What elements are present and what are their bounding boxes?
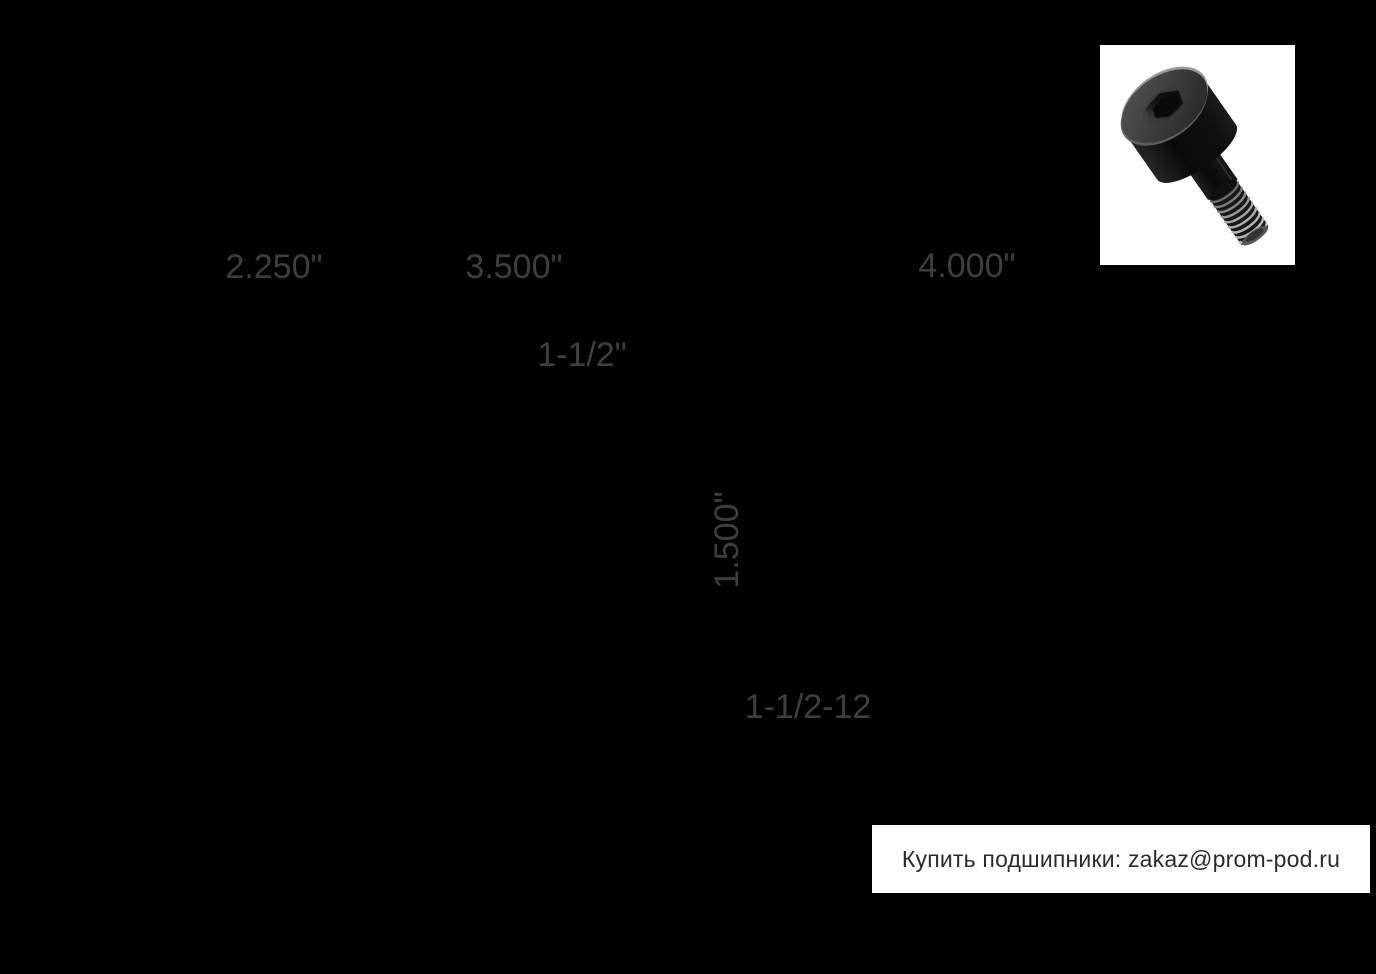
dim-label-2-250: 2.250" [225, 248, 323, 286]
dim-label-4-000: 4.000" [918, 247, 1016, 285]
dim-label-1-1-2: 1-1/2" [537, 336, 627, 374]
contact-text: Купить подшипники: zakaz@prom-pod.ru [901, 845, 1341, 872]
product-photo-panel [1100, 45, 1295, 265]
cam-follower-bearing-photo [1100, 45, 1295, 265]
dim-label-1-500-vertical: 1.500" [708, 491, 746, 589]
dim-label-3-500: 3.500" [465, 248, 563, 286]
contact-banner: Купить подшипники: zakaz@prom-pod.ru [872, 825, 1370, 893]
dim-label-thread-1-1-2-12: 1-1/2-12 [744, 688, 872, 726]
